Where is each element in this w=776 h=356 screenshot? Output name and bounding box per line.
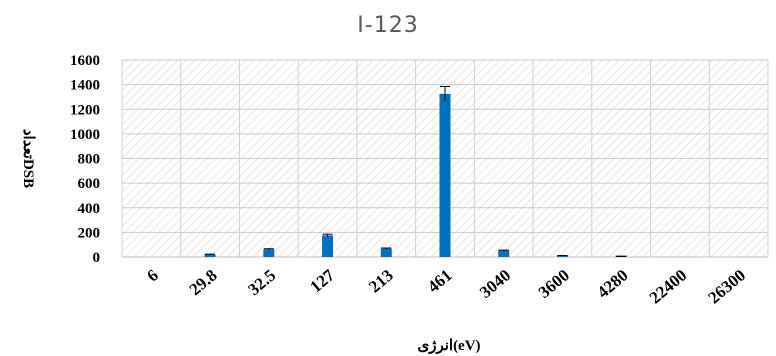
x-tick-label: 127: [306, 265, 338, 296]
x-tick-label: 6: [143, 266, 162, 286]
x-tick-label: 3040: [476, 266, 514, 302]
bar: [263, 249, 275, 257]
x-tick-label: 26300: [704, 266, 749, 308]
y-tick-label: 1600: [70, 53, 100, 69]
x-tick-label: 22400: [646, 266, 691, 308]
bar: [439, 93, 451, 257]
x-tick-label: 461: [424, 266, 456, 297]
y-axis-ticks: 0 200 400 600 800 1000 1200 1400 1600: [70, 53, 100, 266]
x-tick-label: 3600: [535, 266, 573, 302]
y-tick-label: 1000: [70, 127, 100, 143]
bar: [204, 254, 216, 257]
x-tick-label: 32.5: [244, 266, 279, 300]
x-axis-label: انرژی(eV): [417, 338, 480, 354]
bars: [204, 85, 627, 257]
x-tick-label: 213: [365, 266, 397, 297]
x-tick-label: 4280: [593, 266, 631, 302]
y-tick-label: 0: [93, 250, 101, 266]
y-tick-label: 600: [78, 176, 101, 192]
y-tick-label: 200: [78, 225, 101, 241]
x-axis-ticks: 6 29.8 32.5 127 213 461 3040 3600 4280 22400 26300: [143, 265, 749, 307]
x-tick-label: 29.8: [186, 266, 221, 300]
bar: [556, 255, 568, 257]
bar: [498, 250, 510, 257]
y-tick-label: 1400: [70, 78, 100, 94]
y-axis-label: تعدادDSB: [20, 129, 36, 188]
bar: [322, 235, 334, 257]
bar: [380, 248, 392, 257]
y-tick-label: 1200: [70, 102, 100, 118]
y-tick-label: 400: [78, 201, 101, 217]
chart-title: I-123: [357, 13, 418, 38]
y-tick-label: 800: [78, 152, 101, 168]
